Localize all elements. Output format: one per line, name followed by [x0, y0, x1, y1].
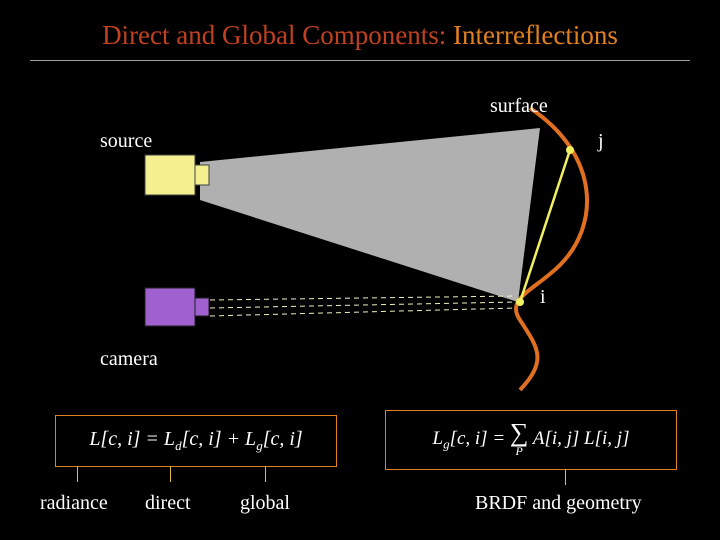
camera-body	[145, 288, 195, 326]
tick-global	[265, 466, 266, 482]
point-j	[566, 146, 574, 154]
label-source: source	[100, 130, 152, 153]
label-i: i	[540, 286, 546, 309]
camera-ray-3	[210, 308, 516, 316]
label-surface: surface	[490, 95, 548, 118]
tick-radiance	[77, 466, 78, 482]
label-brdf: BRDF and geometry	[475, 492, 642, 515]
source-lens	[195, 165, 209, 185]
label-direct: direct	[145, 492, 191, 515]
camera-ray-2	[210, 302, 516, 308]
tick-direct	[170, 466, 171, 482]
label-global: global	[240, 492, 290, 515]
label-j: j	[598, 130, 604, 153]
point-i	[516, 298, 524, 306]
equation-global-component: Lg[c, i] = ∑P A[i, j] L[i, j]	[385, 410, 677, 470]
eq1-content: L[c, i] = Ld[c, i] + Lg[c, i]	[89, 428, 302, 454]
light-cone	[200, 128, 540, 302]
eq2-content: Lg[c, i] = ∑P A[i, j] L[i, j]	[433, 421, 630, 458]
label-camera: camera	[100, 348, 158, 371]
equation-radiance-decomposition: L[c, i] = Ld[c, i] + Lg[c, i]	[55, 415, 337, 467]
camera-ray-1	[210, 296, 516, 300]
tick-brdf	[565, 469, 566, 485]
label-radiance: radiance	[40, 492, 108, 515]
source-body	[145, 155, 195, 195]
camera-lens	[195, 298, 209, 316]
